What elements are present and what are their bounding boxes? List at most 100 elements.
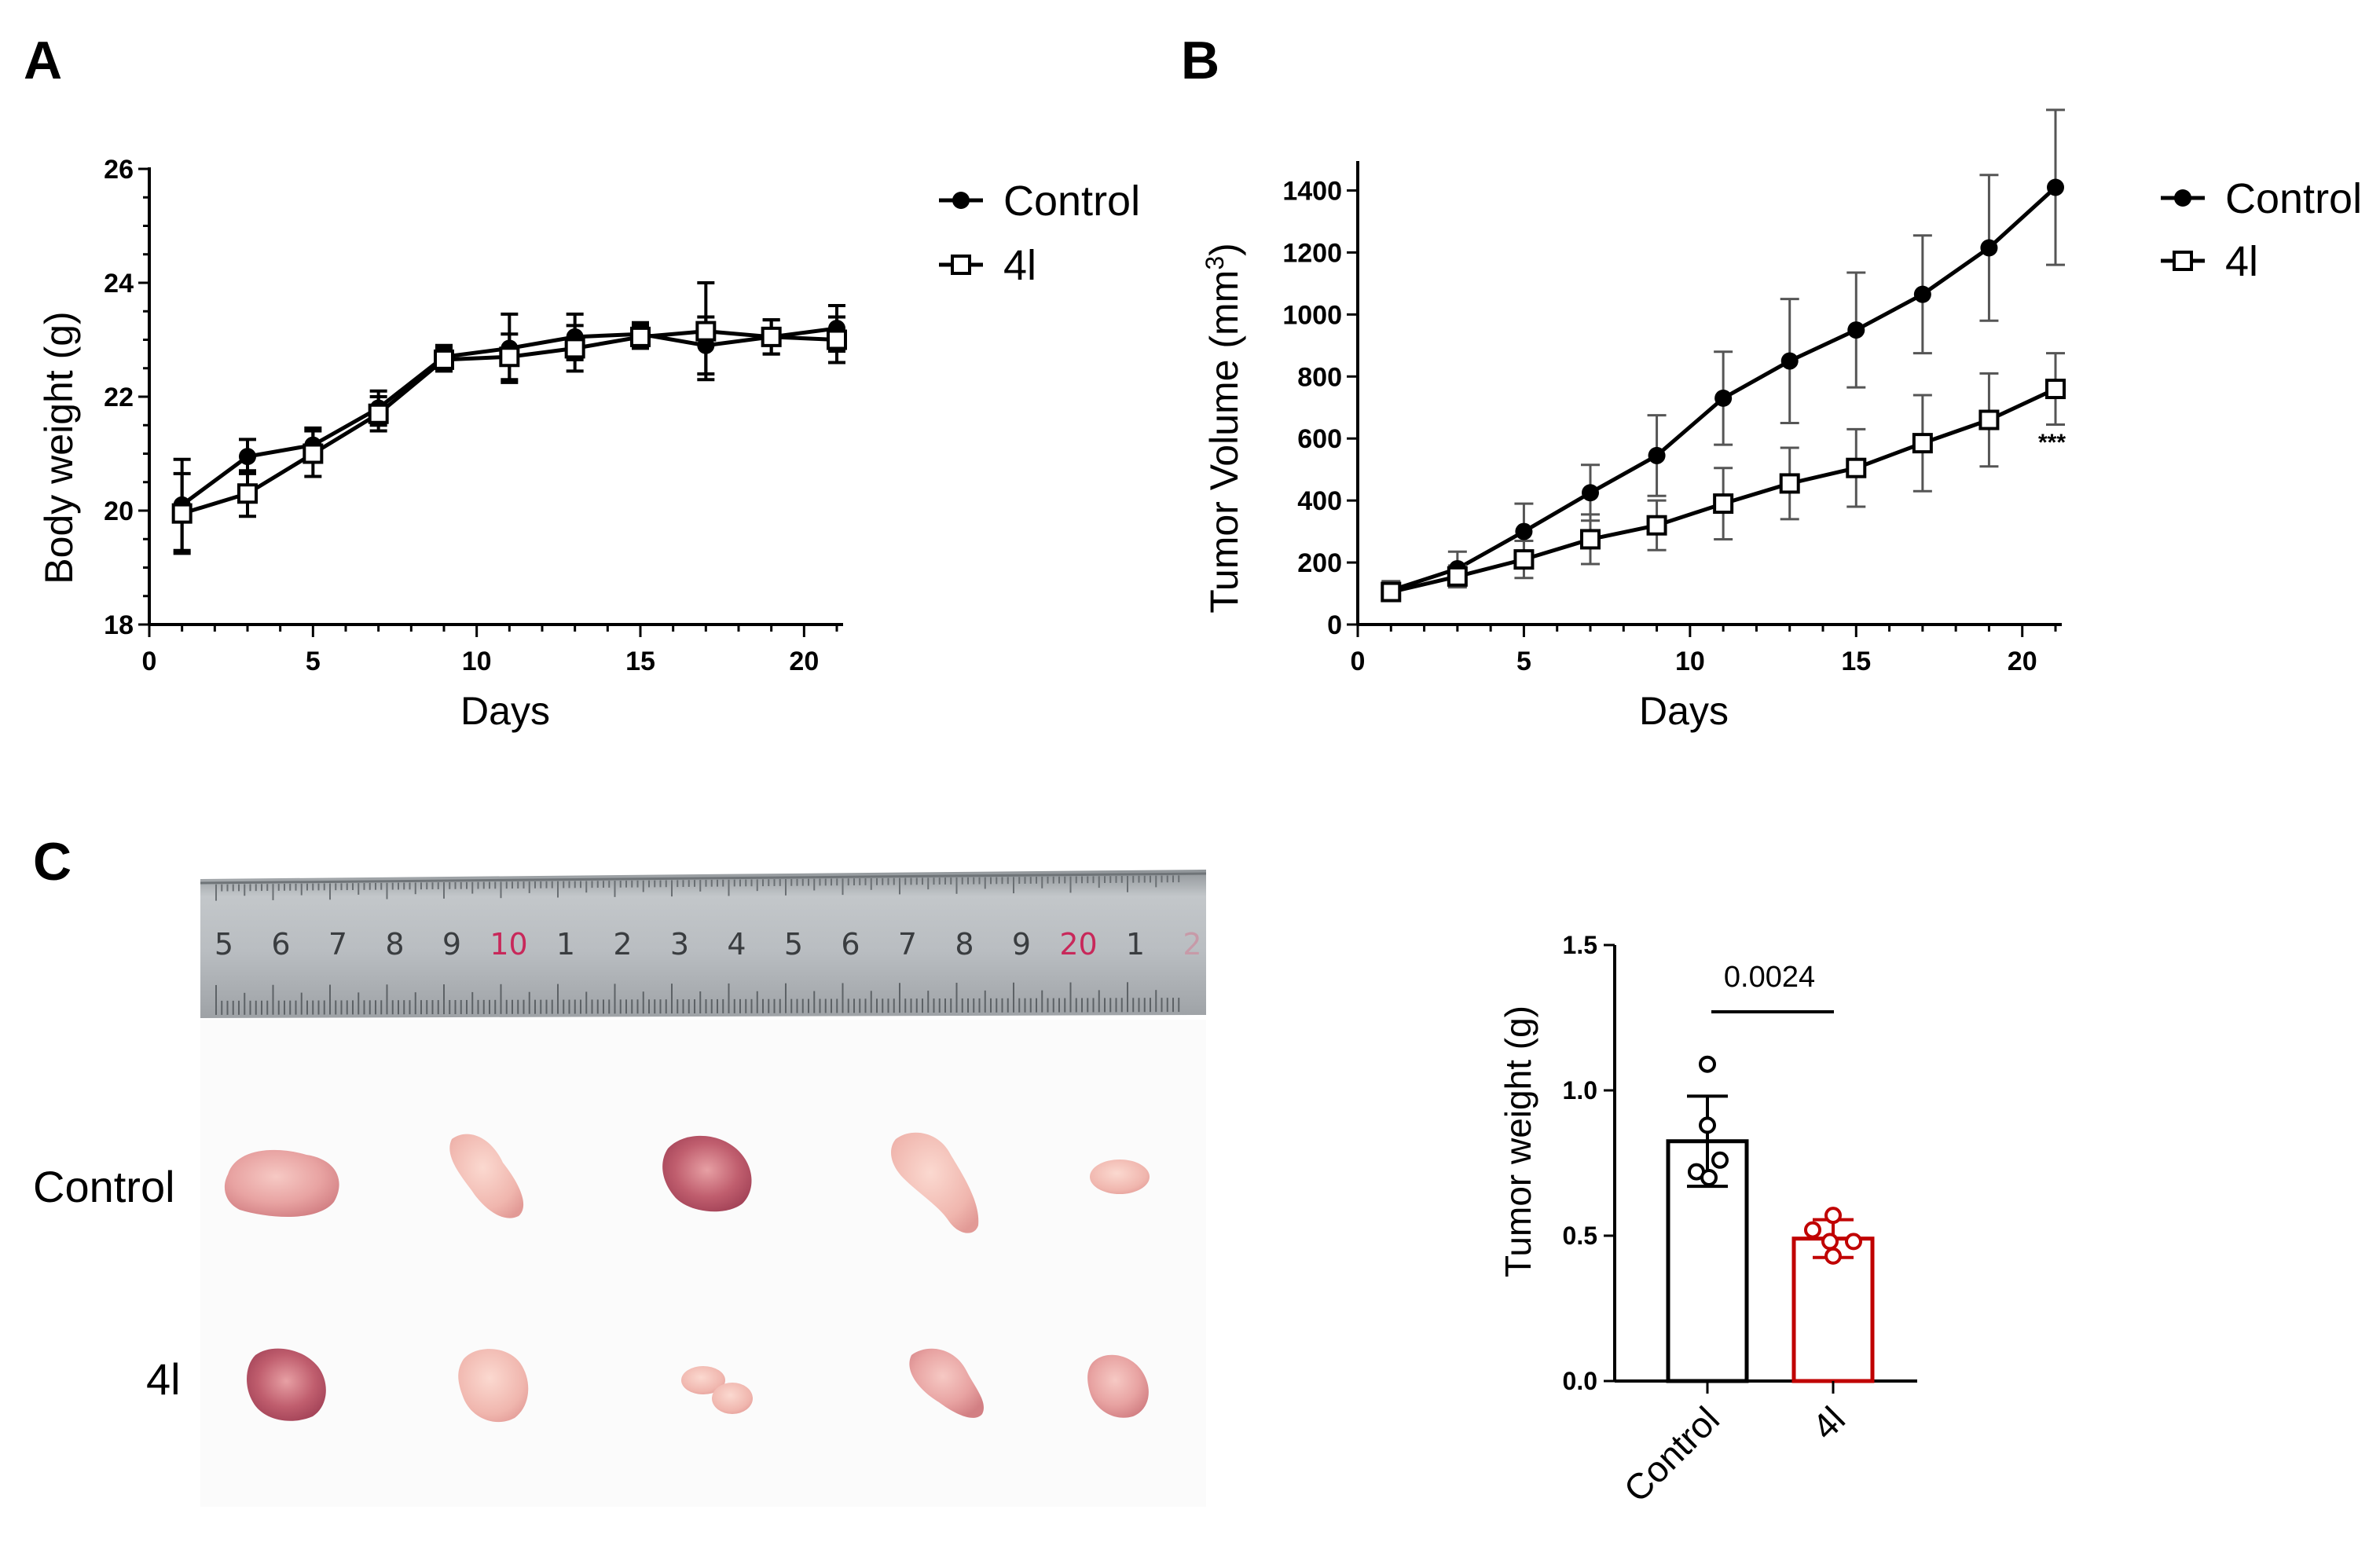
x-tick-label: 10 xyxy=(462,647,492,676)
y-axis-title: Tumor Volume (mm3) xyxy=(1201,243,1246,614)
ruler-ticks xyxy=(215,875,1180,1015)
tumor-volume-chart: Tumor Volume (mm3) Days *** 0 5 10 15 200200… xyxy=(1201,108,2066,733)
y-tick-label: 600 xyxy=(1297,424,1342,454)
data-point-control xyxy=(1913,285,1931,303)
legend-marker-4l xyxy=(2173,251,2193,271)
x-tick-label: 0 xyxy=(142,647,157,676)
data-point-4l xyxy=(368,403,389,424)
data-point-4l xyxy=(1713,493,1734,515)
tumor-4l-5 xyxy=(1087,1354,1149,1418)
tumor-4l-2 xyxy=(458,1349,529,1423)
x-tick-label: 10 xyxy=(1675,647,1705,676)
y-tick-label: 1.0 xyxy=(1563,1076,1597,1105)
data-point-control xyxy=(1980,239,1998,257)
data-point-control xyxy=(1714,389,1733,407)
ruler-edge xyxy=(200,872,1207,885)
y-tick-label: 24 xyxy=(104,269,134,299)
legend-label: 4l xyxy=(2225,238,2258,285)
y-tick-label: 0.0 xyxy=(1563,1367,1597,1395)
p-value-label: 0.0024 xyxy=(1724,961,1815,994)
tumor-4l-4 xyxy=(909,1348,984,1418)
x-tick-label: 4l xyxy=(1804,1398,1853,1447)
tumor-weight-chart: Tumor weight (g) 0.0024 0.0 0.5 1.0 1.5 Cont… xyxy=(1498,931,1917,1510)
tumor-control-2 xyxy=(449,1134,524,1218)
legend-marker-control xyxy=(952,192,970,209)
row-label-4l: 4l xyxy=(146,1354,181,1404)
legend-b: Control 4l xyxy=(2161,175,2362,285)
data-point-control xyxy=(1699,1116,1716,1134)
ruler-number: 5 xyxy=(215,927,233,962)
y-tick-label: 0.5 xyxy=(1563,1222,1597,1250)
data-point-control xyxy=(1711,1151,1729,1169)
data-point-control xyxy=(1515,522,1533,540)
tumor-control-5 xyxy=(1090,1160,1150,1194)
x-tick-label: 15 xyxy=(1841,647,1871,676)
y-tick-label: 0 xyxy=(1327,610,1342,640)
legend-a: Control 4l xyxy=(939,178,1140,289)
panel-letter-b: B xyxy=(1181,31,1219,90)
data-point-4l xyxy=(499,346,520,368)
tumor-4l-1 xyxy=(247,1348,326,1421)
data-point-4l xyxy=(1447,566,1468,587)
ruler-number: 4 xyxy=(727,927,746,962)
y-tick-label: 1200 xyxy=(1282,238,1342,268)
ruler-number: 1 xyxy=(1126,927,1145,962)
data-point-4l xyxy=(1513,549,1535,570)
y-tick-label: 20 xyxy=(104,496,134,526)
data-point-4l xyxy=(630,326,651,347)
tumor-4l-3a xyxy=(681,1366,725,1394)
y-tick-label: 18 xyxy=(104,610,134,640)
data-point-4l xyxy=(1804,1221,1821,1239)
data-point-control xyxy=(1699,1055,1716,1073)
y-axis-title-main: Tumor Volume (mm xyxy=(1202,270,1246,614)
data-point-4l xyxy=(1580,529,1601,550)
ruler-number: 6 xyxy=(841,927,860,962)
legend-label: Control xyxy=(2225,175,2362,222)
ruler-number: 20 xyxy=(1059,927,1097,962)
ruler-number: 9 xyxy=(1012,927,1031,962)
ruler-number: 7 xyxy=(328,927,347,962)
y-axis-title: Body weight (g) xyxy=(37,311,81,584)
x-tick-label: 20 xyxy=(2008,647,2037,676)
y-tick-label: 1000 xyxy=(1282,300,1342,330)
ruler-number: 8 xyxy=(385,927,404,962)
data-point-4l xyxy=(761,326,782,347)
tumor-control-4 xyxy=(891,1132,979,1233)
legend-marker-4l xyxy=(951,255,971,275)
x-axis-title: Days xyxy=(460,689,550,733)
photo-background xyxy=(200,1020,1206,1507)
data-point-4l xyxy=(1779,473,1800,494)
data-point-control xyxy=(1780,352,1799,370)
tumor-control-1 xyxy=(224,1149,339,1218)
x-tick-label: 15 xyxy=(625,647,655,676)
y-tick-label: 1400 xyxy=(1282,176,1342,206)
ruler-numbers: 5 6 7 8 9 10 1 2 3 4 5 6 7 8 9 20 1 2 xyxy=(215,927,1202,962)
legend-marker-control xyxy=(2174,189,2191,207)
data-point-4l xyxy=(237,483,258,504)
y-tick-label: 200 xyxy=(1297,548,1342,578)
ruler-number: 3 xyxy=(670,927,689,962)
panel-letter-c: C xyxy=(33,832,72,892)
data-point-control xyxy=(239,448,256,466)
y-axis-title: Tumor weight (g) xyxy=(1498,1006,1538,1277)
tumor-photo: 5 6 7 8 9 10 1 2 3 4 5 6 7 8 9 20 1 2 xyxy=(200,870,1207,1507)
ruler-number: 10 xyxy=(490,927,527,962)
data-point-4l xyxy=(1381,581,1402,603)
y-tick-label: 800 xyxy=(1297,362,1342,392)
row-label-control: Control xyxy=(33,1162,175,1211)
y-axis-title-superscript: 3 xyxy=(1201,256,1229,270)
ruler-number: 9 xyxy=(442,927,461,962)
significance-stars: *** xyxy=(2038,430,2066,456)
legend-label: 4l xyxy=(1003,242,1036,289)
tumor-4l-3b xyxy=(712,1383,753,1414)
data-point-4l xyxy=(1646,515,1667,536)
data-point-4l xyxy=(1845,1233,1862,1251)
y-tick-label: 22 xyxy=(104,383,134,412)
x-tick-label: 5 xyxy=(306,647,321,676)
data-point-control xyxy=(1700,1169,1718,1186)
y-tick-label: 400 xyxy=(1297,486,1342,516)
data-point-4l xyxy=(1821,1233,1839,1251)
x-tick-label: Control xyxy=(1615,1398,1727,1510)
x-axis-title: Days xyxy=(1639,689,1729,733)
